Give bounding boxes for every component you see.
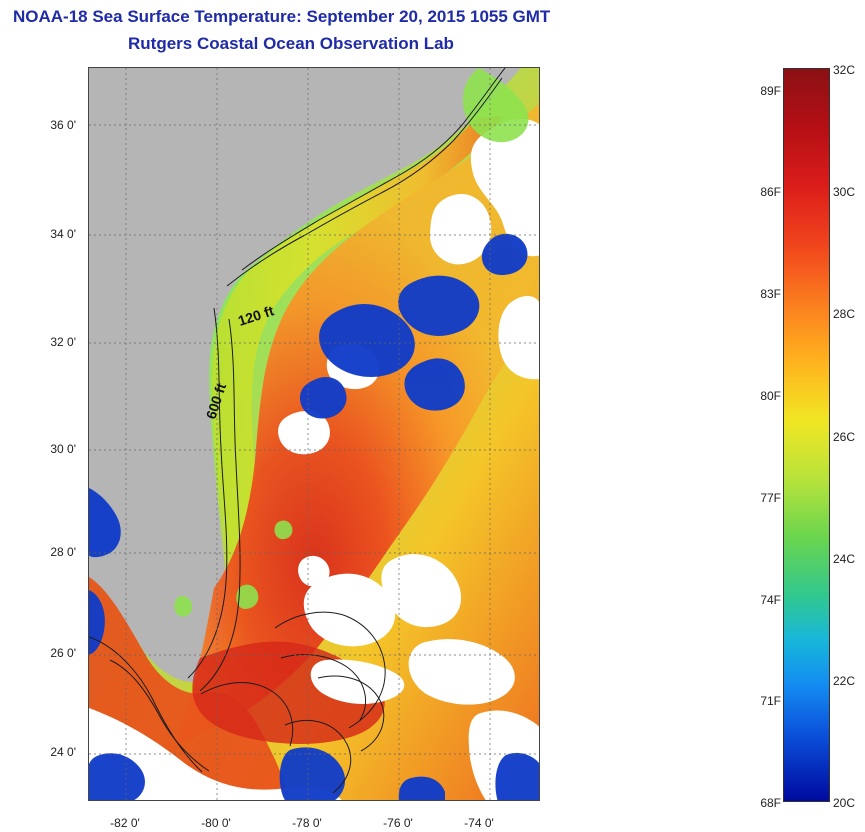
colorbar-celsius-32: 32C [833, 63, 856, 77]
colorbar-celsius-28: 28C [833, 307, 856, 321]
sst-map: 120 ft 600 ft [88, 67, 540, 801]
colorbar-fahrenheit-77: 77F [760, 491, 781, 505]
latitude-label-26: 26 0' [50, 646, 76, 660]
colorbar-fahrenheit-68: 68F [760, 796, 781, 810]
graticule [89, 68, 539, 800]
latitude-label-36: 36 0' [50, 118, 76, 132]
green-water-patches [174, 68, 529, 617]
longitude-label-76: -76 0' [383, 816, 413, 830]
longitude-label-74: -74 0' [464, 816, 494, 830]
colorbar-celsius-20: 20C [833, 796, 856, 810]
colorbar-fahrenheit-74: 74F [760, 593, 781, 607]
latitude-label-34: 34 0' [50, 227, 76, 241]
longitude-label-82: -82 0' [110, 816, 140, 830]
colorbar-fahrenheit-89: 89F [760, 84, 781, 98]
colorbar-fahrenheit-86: 86F [760, 185, 781, 199]
bathymetry-contours [89, 68, 506, 794]
cool-water-patches [89, 233, 539, 800]
latitude-label-30: 30 0' [50, 442, 76, 456]
coastal-shelf-band [187, 116, 503, 695]
latitude-label-28: 28 0' [50, 545, 76, 559]
colorbar-fahrenheit-83: 83F [760, 287, 781, 301]
subtitle: Rutgers Coastal Ocean Observation Lab [128, 34, 454, 53]
warm-ocean-current [174, 103, 539, 744]
temperature-colorbar [783, 68, 830, 802]
colorbar-fahrenheit-71: 71F [760, 694, 781, 708]
longitude-label-80: -80 0' [201, 816, 231, 830]
colorbar-celsius-24: 24C [833, 552, 856, 566]
colorbar-celsius-22: 22C [833, 674, 856, 688]
colorbar-celsius-30: 30C [833, 185, 856, 199]
latitude-label-24: 24 0' [50, 745, 76, 759]
sst-map-svg: 120 ft 600 ft [89, 68, 539, 800]
main-title: NOAA-18 Sea Surface Temperature: Septemb… [13, 7, 551, 26]
colorbar-fahrenheit-80: 80F [760, 389, 781, 403]
latitude-label-32: 32 0' [50, 335, 76, 349]
colorbar-celsius-26: 26C [833, 430, 856, 444]
longitude-label-78: -78 0' [292, 816, 322, 830]
